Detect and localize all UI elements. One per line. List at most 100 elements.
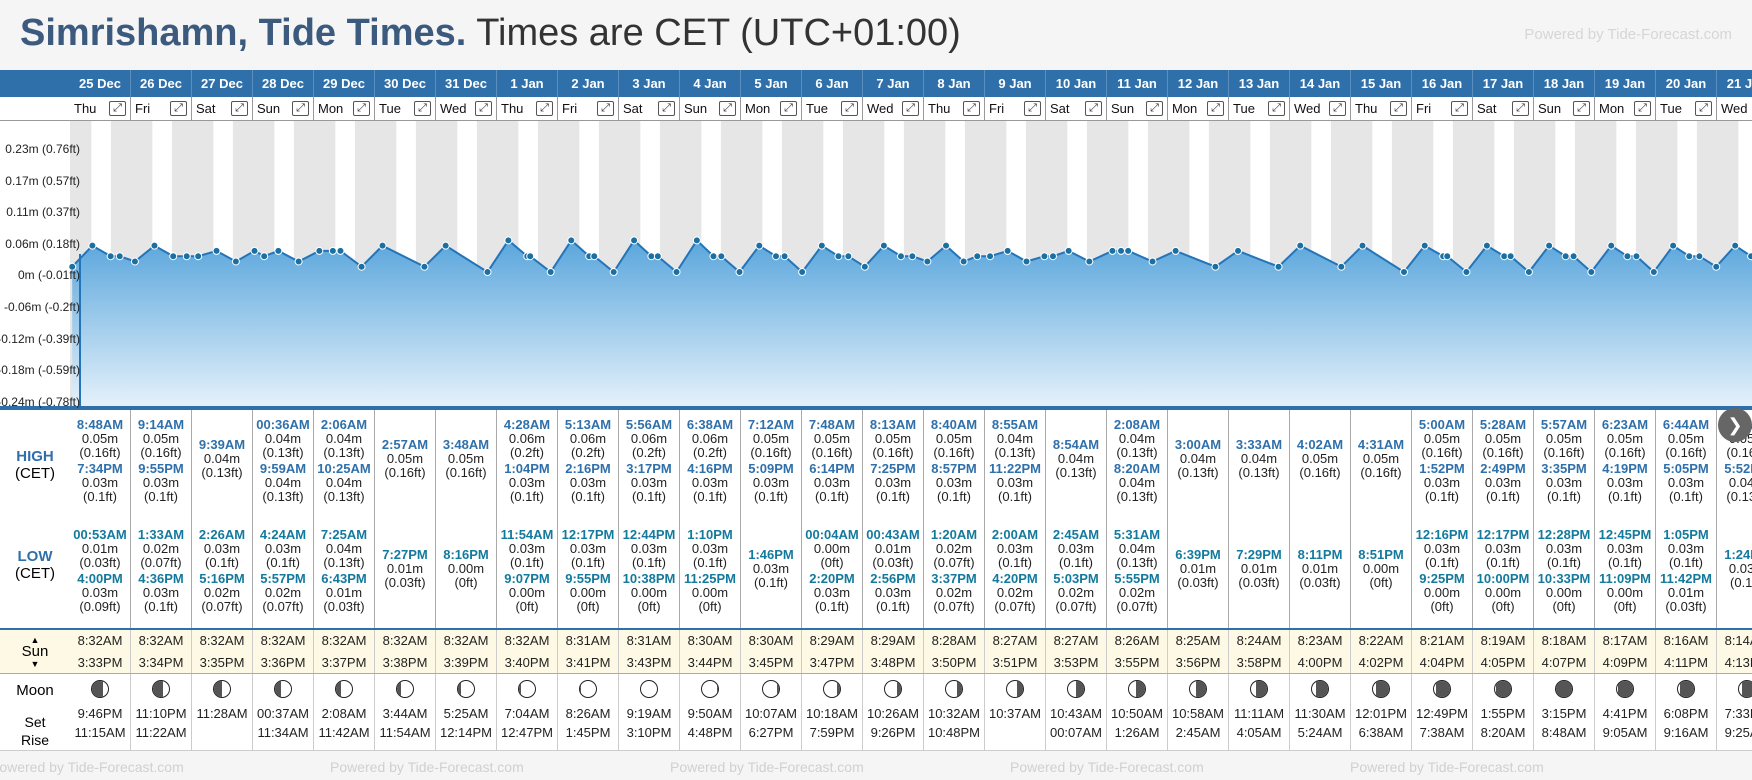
expand-icon[interactable]: ⤢: [597, 101, 614, 116]
date-cell[interactable]: 7 Jan: [863, 70, 924, 97]
date-cell[interactable]: 28 Dec: [253, 70, 314, 97]
tide-height-ft: (0.2ft): [510, 445, 544, 460]
expand-icon[interactable]: ⤢: [963, 101, 980, 116]
expand-icon[interactable]: ⤢: [231, 101, 248, 116]
tide-entry: 1:52PM 0.03m (0.1ft): [1412, 462, 1472, 504]
tide-time: 5:05PM: [1663, 461, 1709, 476]
weekday-header: Thu ⤢ Fri ⤢ Sat ⤢ Sun ⤢ Mon ⤢ Tue ⤢ Wed ⤢ Thu ⤢ Fri ⤢ Sat ⤢…: [0, 97, 1752, 121]
tide-time: 4:24AM: [259, 527, 307, 542]
date-cell[interactable]: 18 Jan: [1534, 70, 1595, 97]
footer-powered[interactable]: Powered by Tide-Forecast.com: [1010, 759, 1204, 775]
expand-icon[interactable]: ⤢: [719, 101, 736, 116]
expand-icon[interactable]: ⤢: [1268, 101, 1285, 116]
next-arrow-icon[interactable]: ❯: [1718, 408, 1752, 442]
expand-icon[interactable]: ⤢: [1451, 101, 1468, 116]
expand-icon[interactable]: ⤢: [1024, 101, 1041, 116]
footer-powered[interactable]: Powered by Tide-Forecast.com: [330, 759, 524, 775]
tide-height-ft: (0.16ft): [811, 445, 853, 460]
tide-entry: 2:16PM 0.03m (0.1ft): [558, 462, 618, 504]
expand-icon[interactable]: ⤢: [1207, 101, 1224, 116]
moon-phase-icon: [213, 680, 231, 698]
date-cell[interactable]: 11 Jan: [1107, 70, 1168, 97]
date-cell[interactable]: 8 Jan: [924, 70, 985, 97]
expand-icon[interactable]: ⤢: [902, 101, 919, 116]
date-cell[interactable]: 1 Jan: [497, 70, 558, 97]
tide-height-m: 0.06m: [508, 431, 546, 446]
tide-point: [1669, 241, 1678, 250]
date-cell[interactable]: 14 Jan: [1290, 70, 1351, 97]
tide-time: 6:39PM: [1175, 547, 1221, 562]
date-cell[interactable]: 5 Jan: [741, 70, 802, 97]
expand-icon[interactable]: ⤢: [536, 101, 553, 116]
tide-height-m: 0.03m: [691, 541, 729, 556]
expand-icon[interactable]: ⤢: [170, 101, 187, 116]
footer-powered[interactable]: Powered by Tide-Forecast.com: [670, 759, 864, 775]
expand-icon[interactable]: ⤢: [475, 101, 492, 116]
tide-height-ft: (0.16ft): [384, 465, 426, 480]
footer-powered[interactable]: Powered by Tide-Forecast.com: [1350, 759, 1544, 775]
date-cell[interactable]: 25 Dec: [70, 70, 131, 97]
sunset-time: 3:44PM: [687, 655, 733, 670]
expand-icon[interactable]: ⤢: [841, 101, 858, 116]
sunset-time: 4:09PM: [1602, 655, 1648, 670]
date-cell[interactable]: 21 Jan: [1717, 70, 1752, 97]
expand-icon[interactable]: ⤢: [780, 101, 797, 116]
y-axis-label: -0.24m (-0.78ft): [0, 394, 80, 409]
sunset-time: 4:00PM: [1297, 655, 1343, 670]
expand-icon[interactable]: ⤢: [1390, 101, 1407, 116]
date-cell[interactable]: 15 Jan: [1351, 70, 1412, 97]
date-cell[interactable]: 6 Jan: [802, 70, 863, 97]
low-tide-cell: 12:44PM 0.03m (0.1ft) 10:38PM 0.00m (0ft): [619, 520, 680, 628]
expand-icon[interactable]: ⤢: [1573, 101, 1590, 116]
expand-icon[interactable]: ⤢: [353, 101, 370, 116]
tide-height-m: 0.04m: [996, 431, 1034, 446]
date-cell[interactable]: 26 Dec: [131, 70, 192, 97]
footer-powered[interactable]: Powered by Tide-Forecast.com: [0, 759, 184, 775]
date-cell[interactable]: 30 Dec: [375, 70, 436, 97]
expand-icon[interactable]: ⤢: [414, 101, 431, 116]
sunrise-time: 8:18AM: [1541, 633, 1587, 648]
tide-point: [1117, 246, 1126, 255]
expand-icon[interactable]: ⤢: [658, 101, 675, 116]
date-cell[interactable]: 17 Jan: [1473, 70, 1534, 97]
tide-height-m: 0.03m: [996, 541, 1034, 556]
tide-height-m: 0.02m: [935, 585, 973, 600]
date-cell[interactable]: 9 Jan: [985, 70, 1046, 97]
date-cell[interactable]: 12 Jan: [1168, 70, 1229, 97]
date-cell[interactable]: 10 Jan: [1046, 70, 1107, 97]
high-tide-cell: 7:48AM 0.05m (0.16ft) 6:14PM 0.03m (0.1ft): [802, 410, 863, 520]
weekday-label: Fri: [135, 101, 151, 116]
expand-icon[interactable]: ⤢: [1634, 101, 1651, 116]
expand-icon[interactable]: ⤢: [292, 101, 309, 116]
tide-entry: 6:14PM 0.03m (0.1ft): [802, 462, 862, 504]
expand-icon[interactable]: ⤢: [1512, 101, 1529, 116]
date-cell[interactable]: 29 Dec: [314, 70, 375, 97]
date-cell[interactable]: 27 Dec: [192, 70, 253, 97]
expand-icon[interactable]: ⤢: [1329, 101, 1346, 116]
expand-icon[interactable]: ⤢: [1085, 101, 1102, 116]
expand-icon[interactable]: ⤢: [1695, 101, 1712, 116]
date-cell[interactable]: 13 Jan: [1229, 70, 1290, 97]
low-tide-cell: 00:53AM 0.01m (0.03ft) 4:00PM 0.03m (0.09ft): [70, 520, 131, 628]
expand-icon[interactable]: ⤢: [1146, 101, 1163, 116]
date-cell[interactable]: 20 Jan: [1656, 70, 1717, 97]
date-cell[interactable]: 3 Jan: [619, 70, 680, 97]
tide-entry: 5:09PM 0.03m (0.1ft): [741, 462, 801, 504]
moonrise-time: 11:42AM: [318, 725, 370, 740]
moon-shadow: [1136, 681, 1145, 697]
expand-icon[interactable]: ⤢: [109, 101, 126, 116]
date-cell[interactable]: 31 Dec: [436, 70, 497, 97]
date-cell[interactable]: 4 Jan: [680, 70, 741, 97]
weekday-label: Sat: [196, 101, 216, 116]
tide-height-ft: (0.1ft): [510, 489, 544, 504]
powered-by-top[interactable]: Powered by Tide-Forecast.com: [1524, 26, 1732, 43]
date-cell[interactable]: 19 Jan: [1595, 70, 1656, 97]
tide-entry: 4:16PM 0.03m (0.1ft): [680, 462, 740, 504]
tide-time: 6:23AM: [1601, 417, 1649, 432]
tide-height-m: 0.05m: [874, 431, 912, 446]
date-cell[interactable]: 2 Jan: [558, 70, 619, 97]
date-cell[interactable]: 16 Jan: [1412, 70, 1473, 97]
weekday-label: Tue: [1660, 101, 1682, 116]
tide-height-m: 0.04m: [325, 475, 363, 490]
tide-point: [771, 252, 780, 261]
